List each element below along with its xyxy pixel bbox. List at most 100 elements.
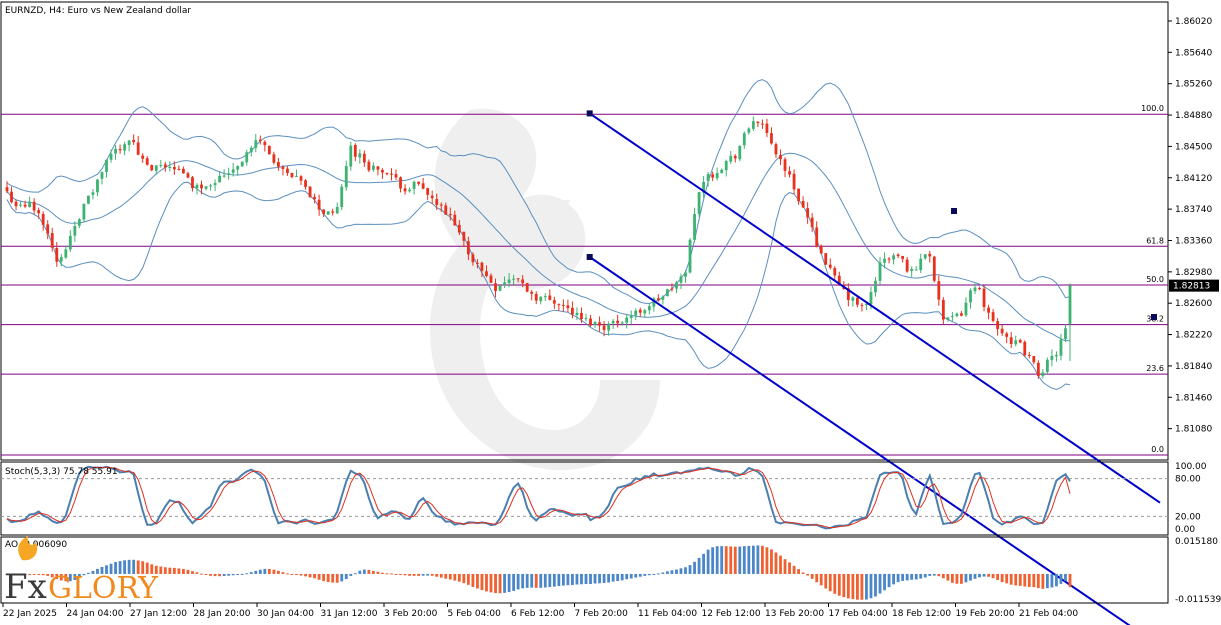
candle-body [987, 307, 990, 313]
candle-body [611, 320, 615, 324]
ao-bar [163, 567, 167, 574]
ao-bar [503, 573, 506, 593]
candle-body [453, 214, 457, 226]
ao-bar [697, 557, 701, 574]
ao-bar [1059, 573, 1063, 584]
time-tick-label: 11 Feb 04:00 [638, 609, 697, 619]
candle-body [846, 288, 850, 301]
ao-bar [349, 573, 353, 576]
ao-bar [715, 546, 719, 574]
candle-body [937, 281, 941, 300]
candle-body [742, 133, 746, 146]
candle-body [1064, 328, 1067, 340]
candle-body [177, 168, 181, 170]
ao-bar [358, 570, 362, 574]
ao-bar [711, 547, 715, 574]
ao-bar [833, 573, 837, 594]
candle-body [308, 186, 312, 198]
ao-bar [616, 573, 620, 582]
ao-bar [209, 573, 212, 576]
ao-bar [448, 573, 452, 580]
ao-bar [878, 573, 882, 594]
ao-bar [774, 552, 778, 574]
candle-body [711, 174, 715, 178]
candle-body [46, 224, 50, 234]
ao-bar [105, 565, 108, 574]
time-tick-label: 24 Jan 04:00 [67, 609, 124, 619]
ao-bar [59, 573, 63, 581]
bollinger-upper-band [6, 79, 1071, 305]
candle-body [457, 224, 461, 233]
candle-body [950, 315, 954, 317]
ao-bar [914, 573, 918, 580]
candle-body [87, 195, 90, 204]
ao-bar [512, 573, 516, 591]
ao-bar [548, 573, 552, 588]
ao-bar [100, 566, 104, 574]
candle-body [801, 201, 805, 208]
candle-body [865, 303, 868, 306]
candle-body [362, 153, 366, 163]
candle-body [543, 296, 547, 298]
ao-bar [552, 573, 556, 587]
candle-body [779, 154, 782, 160]
ao-bar [865, 573, 868, 600]
bollinger-middle-band [6, 152, 1071, 342]
ao-bar [733, 546, 737, 574]
candle-body [417, 181, 421, 184]
candle-body [561, 304, 565, 306]
candle-body [480, 262, 484, 271]
ao-bar [326, 573, 330, 583]
ao-bar [1041, 573, 1045, 589]
channel-upper-line [589, 112, 1161, 504]
candle-body [145, 158, 149, 165]
ao-bar [1018, 573, 1022, 586]
ao-bar [344, 573, 348, 580]
ao-bar [584, 573, 588, 585]
ao-bar [254, 570, 258, 574]
time-tick-label: 27 Jan 12:00 [130, 609, 187, 619]
candle-body [159, 165, 163, 167]
ao-bar [670, 570, 674, 574]
ao-bar [960, 573, 963, 584]
candle-body [1032, 356, 1036, 363]
candle-body [964, 302, 968, 316]
ao-bar [638, 573, 642, 577]
price-panel: 100.061.850.038.223.60.0 [0, 1, 1169, 625]
ao-bar [68, 573, 72, 582]
candle-body [385, 173, 389, 175]
candle-body [693, 213, 696, 240]
time-tick-label: 22 Jan 2025 [3, 609, 57, 619]
ao-bar [892, 573, 895, 585]
candle-body [679, 276, 683, 283]
fib-level-label: 61.8 [1146, 236, 1164, 245]
ao-bar [227, 573, 231, 576]
ao-bar [471, 573, 475, 587]
stoch-label: Stoch(5,3,3) 75.78 55.91 [5, 467, 118, 477]
channel-anchor-point [586, 253, 593, 260]
ao-bar [742, 546, 746, 574]
candle-body [286, 168, 289, 174]
candle-body [733, 155, 737, 159]
candle-body [172, 166, 176, 170]
candle-body [448, 214, 452, 216]
candle-body [575, 312, 579, 316]
candle-body [589, 318, 592, 326]
candle-body [371, 165, 375, 170]
price-tick-label: 1.84880 [1175, 111, 1212, 121]
candle-body [322, 209, 326, 214]
price-tick-label: 1.82220 [1175, 331, 1212, 341]
awesome-oscillator-panel [0, 536, 1169, 604]
stoch-level-label: 0.00 [1175, 525, 1195, 535]
candle-body [910, 269, 914, 271]
candle-body [254, 140, 258, 148]
price-tick-label: 1.81460 [1175, 393, 1212, 403]
candle-body [1068, 285, 1072, 324]
candle-body [100, 172, 104, 179]
candle-body [200, 184, 203, 189]
candle-body [326, 211, 330, 215]
ao-bar [19, 573, 22, 575]
ao-bar [91, 570, 95, 574]
candle-body [521, 279, 525, 284]
time-tick-label: 3 Feb 20:00 [384, 609, 438, 619]
